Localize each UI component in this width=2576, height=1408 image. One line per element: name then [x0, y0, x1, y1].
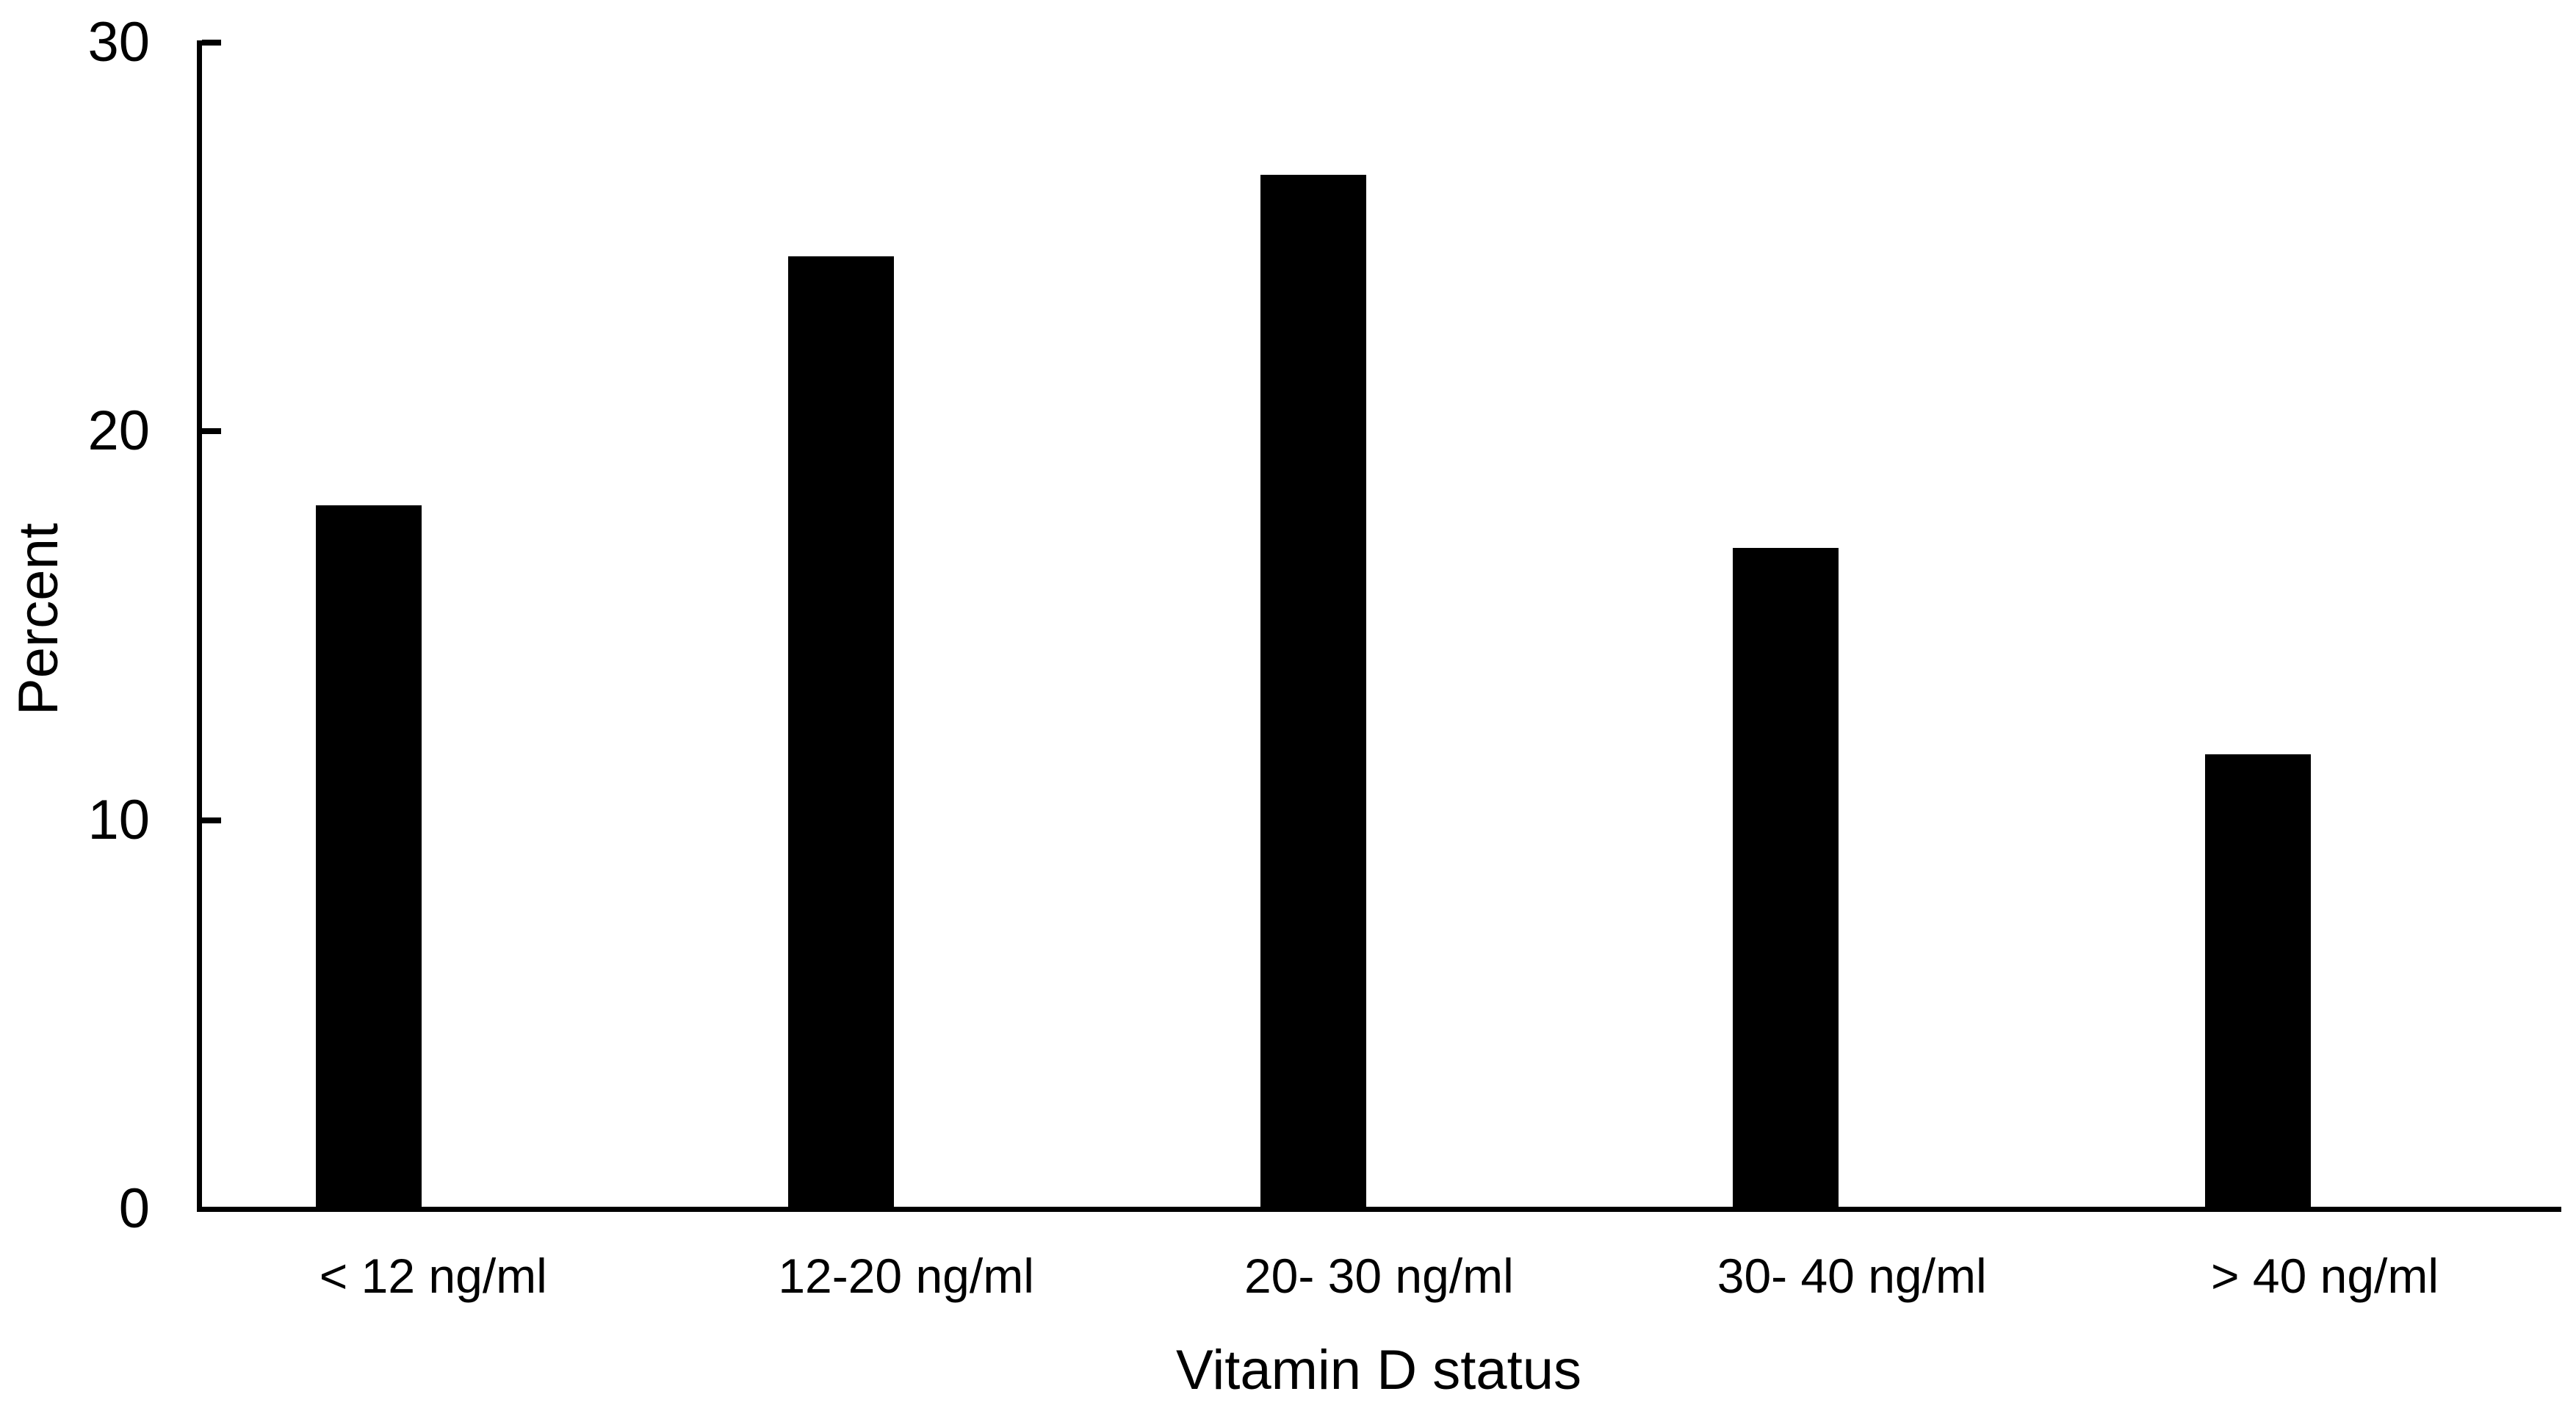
- bar: [315, 505, 422, 1209]
- y-tick-mark: [202, 428, 221, 435]
- x-axis-title: Vitamin D status: [1176, 1339, 1581, 1401]
- x-tick-label: 12-20 ng/ml: [778, 1249, 1034, 1303]
- y-tick-label: 30: [87, 11, 150, 73]
- y-axis-title: Percent: [7, 523, 70, 715]
- bar: [2204, 754, 2311, 1209]
- bar: [787, 256, 894, 1209]
- x-tick-label: < 12 ng/ml: [319, 1249, 547, 1303]
- x-axis-line: [197, 1207, 2561, 1212]
- x-tick-label: 30- 40 ng/ml: [1717, 1249, 1987, 1303]
- y-tick-label: 10: [87, 788, 150, 851]
- y-tick-mark: [202, 40, 221, 46]
- bar: [1732, 548, 1839, 1209]
- y-tick-label: 0: [118, 1177, 150, 1240]
- x-tick-label: > 40 ng/ml: [2210, 1249, 2439, 1303]
- y-tick-mark: [202, 817, 221, 823]
- y-tick-label: 20: [87, 400, 150, 463]
- y-axis-line: [197, 40, 202, 1212]
- x-tick-label: 20- 30 ng/ml: [1244, 1249, 1514, 1303]
- bar: [1260, 174, 1366, 1209]
